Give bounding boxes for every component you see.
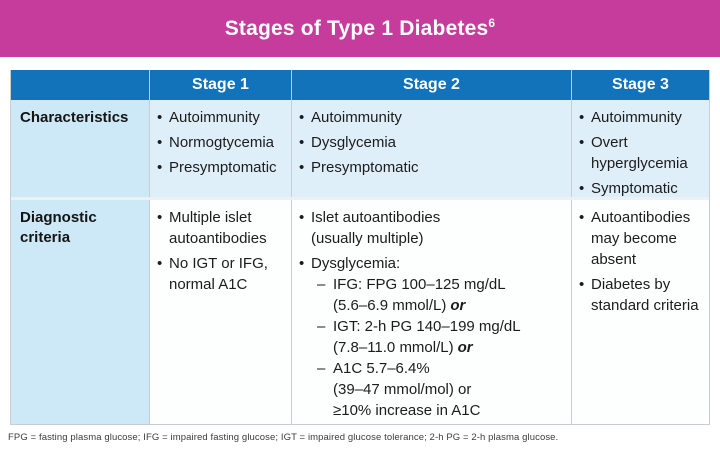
title-banner: Stages of Type 1 Diabetes6 — [0, 0, 720, 57]
title-text: Stages of Type 1 Diabetes — [224, 17, 489, 40]
text-segment: (7.8–11.0 mmol/L) — [333, 339, 454, 356]
header-cell-stage2: Stage 2 — [291, 70, 571, 101]
characteristics-row: Characteristics • Autoimmunity • Normogtyce… — [11, 100, 709, 199]
text-line: Symptomatic — [591, 180, 678, 198]
bullet-item: • Presymptomatic — [299, 157, 568, 178]
text-line: absent — [591, 251, 637, 268]
bullet-marker: • — [157, 159, 163, 177]
text-line: Autoimmunity — [591, 109, 682, 127]
bullet-item: • Autoantibodies may become absent — [579, 207, 706, 270]
bullet-marker: • — [157, 255, 163, 272]
bullet-item: • Symptomatic — [579, 178, 706, 199]
or-emphasis: or — [450, 297, 466, 314]
bullet-item: • No IGT or IFG, normal A1C — [157, 253, 288, 295]
text-line: standard criteria — [591, 297, 699, 314]
text-line: Overt — [591, 134, 628, 152]
dash-item: – A1C 5.7–6.4% (39–47 mmol/mol) or ≥10% inc… — [317, 358, 568, 421]
bullet-marker: • — [579, 180, 585, 198]
dash-marker: – — [317, 276, 326, 293]
cell-diagnostic-stage1: • Multiple islet autoantibodies • No IGT or … — [149, 200, 291, 424]
bullet-marker: • — [299, 209, 305, 226]
dash-item: – IGT: 2-h PG 140–199 mg/dL (7.8–11.0 mmol… — [317, 316, 568, 358]
bullet-marker: • — [299, 255, 305, 272]
bullet-item: • Presymptomatic — [157, 157, 288, 178]
bullet-item: • Normogtycemia — [157, 132, 288, 153]
cell-characteristics-stage3: • Autoimmunity • Overt hyperglycemia • Symptom… — [571, 100, 709, 199]
header-cell-stage1: Stage 1 — [149, 70, 291, 101]
dash-marker: – — [317, 318, 326, 335]
text-line: Islet autoantibodies — [311, 209, 441, 226]
row-divider — [11, 197, 709, 200]
bullet-marker: • — [299, 134, 305, 152]
text-line: IFG: FPG 100–125 mg/dL — [333, 276, 506, 293]
row-label-characteristics: Characteristics — [11, 100, 149, 198]
bullet-item: • Multiple islet autoantibodies — [157, 207, 288, 249]
text-line: Multiple islet — [169, 209, 252, 226]
bullet-item: • Autoimmunity — [579, 107, 706, 128]
bullet-marker: • — [299, 159, 305, 177]
bullet-marker: • — [157, 109, 163, 127]
bullet-marker: • — [157, 209, 163, 226]
cell-characteristics-stage2: • Autoimmunity • Dysglycemia • Presymptomatic — [291, 100, 571, 198]
row-label-diagnostic-criteria: Diagnostic criteria — [11, 200, 149, 424]
dash-marker: – — [317, 360, 326, 377]
text-line: (39–47 mmol/mol) or — [333, 381, 472, 398]
text-line: Dysglycemia: — [311, 255, 401, 272]
text-line: may become — [591, 230, 677, 247]
footnote: FPG = fasting plasma glucose; IFG = impa… — [8, 432, 559, 443]
text-line: Autoantibodies — [591, 209, 691, 226]
header-cell-empty — [11, 70, 149, 100]
text-line: (usually multiple) — [311, 230, 424, 247]
text-line: Normogtycemia — [169, 134, 275, 152]
bullet-marker: • — [157, 134, 163, 152]
bullet-item: • Dysglycemia: – IFG: FPG 100–125 mg/dL (5.6… — [299, 253, 568, 421]
bullet-item: • Dysglycemia — [299, 132, 568, 153]
text-line: Diabetes by — [591, 276, 671, 293]
text-segment: (5.6–6.9 mmol/L) — [333, 297, 447, 314]
or-emphasis: or — [457, 339, 473, 356]
cell-characteristics-stage1: • Autoimmunity • Normogtycemia • Presymptomat… — [149, 100, 291, 198]
bullet-item: • Autoimmunity — [299, 107, 568, 128]
text-line: Presymptomatic — [311, 159, 419, 177]
text-line: autoantibodies — [169, 230, 267, 247]
title-superscript: 6 — [488, 16, 496, 30]
text-line: A1C 5.7–6.4% — [333, 360, 430, 377]
text-line: (5.6–6.9 mmol/L) or — [333, 295, 568, 316]
header-cell-stage3: Stage 3 — [571, 70, 709, 101]
bullet-marker: • — [579, 209, 585, 226]
text-line: Dysglycemia — [311, 134, 397, 152]
text-line: Autoimmunity — [169, 109, 260, 127]
bullet-item: • Islet autoantibodies (usually multiple) — [299, 207, 568, 249]
bullet-marker: • — [579, 134, 585, 152]
bullet-item: • Autoimmunity — [157, 107, 288, 128]
bullet-marker: • — [299, 109, 305, 127]
bullet-item: • Overt hyperglycemia — [579, 132, 706, 174]
cell-diagnostic-stage3: • Autoantibodies may become absent • Diabetes… — [571, 200, 709, 424]
text-line: Presymptomatic — [169, 159, 277, 177]
dash-item: – IFG: FPG 100–125 mg/dL (5.6–6.9 mmol/L) o… — [317, 274, 568, 316]
text-line: (7.8–11.0 mmol/L) or — [333, 337, 568, 358]
stages-table: Stage 1 Stage 2 Stage 3 Characteristics … — [10, 70, 710, 425]
text-line: normal A1C — [169, 276, 248, 293]
text-line: ≥10% increase in A1C — [333, 402, 481, 419]
table-header-row: Stage 1 Stage 2 Stage 3 — [11, 70, 709, 101]
cell-diagnostic-stage2: • Islet autoantibodies (usually multiple) •… — [291, 200, 571, 424]
text-line: Autoimmunity — [311, 109, 402, 127]
text-line: hyperglycemia — [591, 155, 688, 173]
bullet-marker: • — [579, 276, 585, 293]
text-line: No IGT or IFG, — [169, 255, 268, 272]
bullet-marker: • — [579, 109, 585, 127]
diagnostic-criteria-row: Diagnostic criteria • Multiple islet autoa… — [11, 200, 709, 424]
text-line: IGT: 2-h PG 140–199 mg/dL — [333, 318, 521, 335]
bullet-item: • Diabetes by standard criteria — [579, 274, 706, 316]
page-title: Stages of Type 1 Diabetes6 — [225, 16, 496, 41]
